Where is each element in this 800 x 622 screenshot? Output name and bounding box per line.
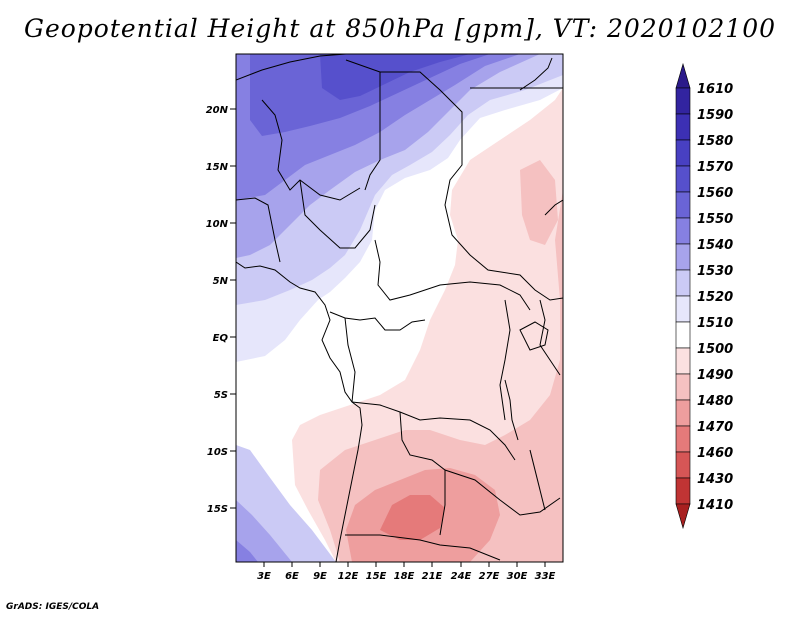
lake-tanganyika [504, 379, 519, 441]
lat-tick-label: 5N [213, 276, 229, 287]
field-north-1570 [320, 54, 470, 100]
colorbar-swatch [675, 87, 691, 115]
height-field [236, 54, 563, 562]
colorbar-label: 1480 [697, 394, 733, 409]
lon-tick-label: 24E [451, 571, 472, 582]
border-north-5 [261, 99, 361, 201]
lon-tick-label: 33E [535, 571, 556, 582]
colorbar-label: 1550 [697, 212, 733, 227]
lat-tick-label: 15N [206, 162, 229, 173]
colorbar-label: 1470 [697, 420, 733, 435]
border-south-4 [439, 470, 446, 536]
colorbar-swatch [675, 399, 691, 427]
colorbar-swatch [675, 477, 691, 505]
lat-tick-label: 20N [206, 105, 229, 116]
credit-text: GrADS: IGES/COLA [6, 602, 100, 612]
lake-malawi [529, 449, 546, 511]
border-north-2 [345, 59, 381, 191]
lon-tick-label: 15E [366, 571, 387, 582]
colorbar-label: 1610 [697, 82, 733, 97]
lon-tick-label: 30E [507, 571, 528, 582]
colorbar-label: 1490 [697, 368, 733, 383]
colorbar-swatch [675, 425, 691, 453]
field-north-1560 [250, 54, 490, 136]
border-east-1 [499, 299, 511, 421]
border-south-3 [345, 534, 501, 561]
border-central-2 [329, 311, 426, 331]
border-south-2 [399, 411, 561, 516]
chart-title: Geopotential Height at 850hPa [gpm], VT:… [23, 14, 777, 43]
lon-tick-label: 3E [257, 571, 271, 582]
colorbar-label: 1540 [697, 238, 733, 253]
colorbar-label: 1570 [697, 160, 733, 175]
coast-east [544, 199, 563, 216]
colorbar-swatch [675, 347, 691, 375]
colorbar-labels: 1610 1590 1580 1570 1560 1550 1540 1530 … [697, 82, 733, 513]
colorbar: 1610 1590 1580 1570 1560 1550 1540 1530 … [675, 62, 733, 530]
colorbar-swatch [675, 295, 691, 323]
coast-red-sea [519, 57, 553, 91]
field-east-1490 [318, 190, 563, 562]
lake-victoria [519, 321, 549, 351]
lon-axis: 3E 6E 9E 12E 15E 18E 21E 24E 27E 30E 33E [257, 562, 556, 582]
lat-axis: 20N 15N 10N 5N EQ 5S 10S 15S [206, 105, 236, 515]
colorbar-top-triangle [675, 62, 691, 89]
colorbar-swatch [675, 243, 691, 271]
lon-tick-label: 18E [394, 571, 415, 582]
colorbar-swatch [675, 165, 691, 193]
field-sw-1540 [236, 540, 258, 562]
colorbar-label: 1530 [697, 264, 733, 279]
colorbar-swatches [675, 62, 691, 530]
lon-tick-label: 21E [422, 571, 443, 582]
coastline-west-africa [236, 261, 363, 562]
colorbar-swatch [675, 451, 691, 479]
lat-tick-label: 10N [206, 219, 229, 230]
colorbar-label: 1410 [697, 498, 733, 513]
colorbar-swatch [675, 269, 691, 297]
field-east-1470 [380, 495, 445, 540]
colorbar-swatch [675, 191, 691, 219]
colorbar-label: 1560 [697, 186, 733, 201]
field-sw-1530 [236, 500, 292, 562]
lon-tick-label: 9E [313, 571, 327, 582]
colorbar-swatch [675, 373, 691, 401]
border-central-1 [374, 239, 531, 311]
lon-tick-label: 12E [338, 571, 359, 582]
colorbar-swatch [675, 321, 691, 349]
colorbar-swatch [675, 113, 691, 141]
border-central-3 [344, 317, 356, 403]
border-south-1 [351, 401, 516, 461]
border-west-1 [236, 197, 281, 263]
lat-tick-label: 5S [214, 390, 228, 401]
lon-tick-label: 27E [479, 571, 500, 582]
lat-tick-label: EQ [213, 333, 229, 344]
colorbar-label: 1430 [697, 472, 733, 487]
border-west-2 [299, 179, 376, 249]
lon-tick-label: 6E [285, 571, 299, 582]
coastlines-borders [236, 54, 563, 562]
colorbar-label: 1580 [697, 134, 733, 149]
colorbar-label: 1500 [697, 342, 733, 357]
lat-tick-label: 10S [207, 447, 228, 458]
border-north-3 [380, 71, 563, 301]
border-north-1 [236, 54, 347, 81]
colorbar-swatch [675, 139, 691, 167]
colorbar-label: 1460 [697, 446, 733, 461]
field-east-1490-ne [520, 160, 558, 245]
colorbar-bottom-triangle [675, 503, 691, 530]
colorbar-swatch [675, 217, 691, 245]
colorbar-label: 1510 [697, 316, 733, 331]
lat-tick-label: 15S [207, 504, 228, 515]
colorbar-label: 1590 [697, 108, 733, 123]
colorbar-label: 1520 [697, 290, 733, 305]
map-frame [235, 53, 564, 563]
border-east-2 [539, 299, 561, 376]
